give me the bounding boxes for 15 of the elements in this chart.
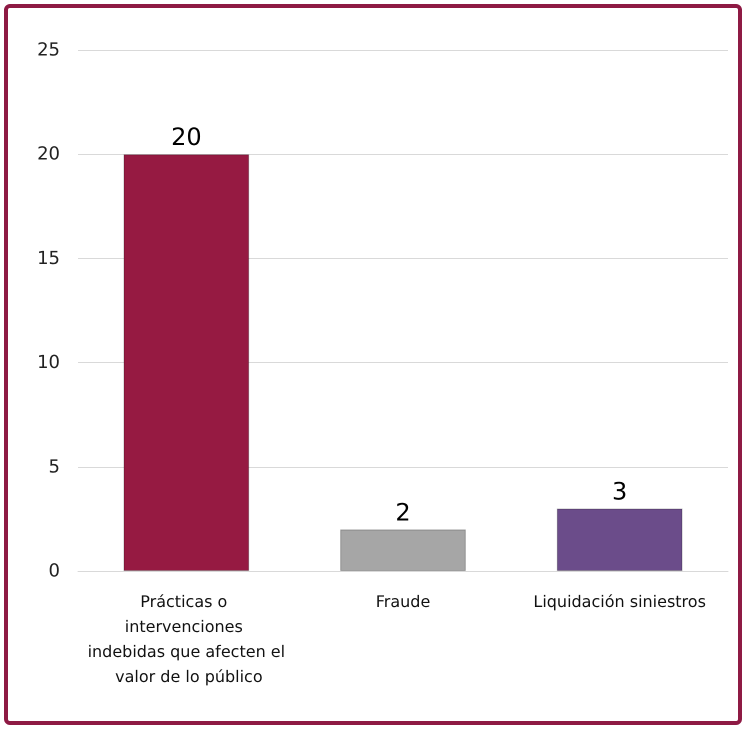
bar: [340, 529, 466, 571]
x-tick-label: Fraude: [376, 592, 430, 611]
x-tick-label: Prácticas o intervenciones indebidas que afecten el valor de lo público: [88, 592, 286, 686]
bar: [124, 154, 250, 571]
y-tick-label: 5: [48, 456, 60, 478]
y-tick-label: 0: [48, 560, 60, 582]
data-label: 20: [171, 123, 202, 152]
data-label: 2: [395, 498, 411, 526]
y-tick-label: 20: [37, 144, 60, 165]
data-label: 3: [612, 477, 628, 506]
x-tick-label: Liquidación siniestros: [533, 592, 706, 611]
y-tick-label: 25: [37, 40, 60, 60]
y-tick-label: 15: [37, 248, 60, 269]
bar: [556, 508, 682, 571]
y-tick-label: 10: [37, 352, 60, 374]
